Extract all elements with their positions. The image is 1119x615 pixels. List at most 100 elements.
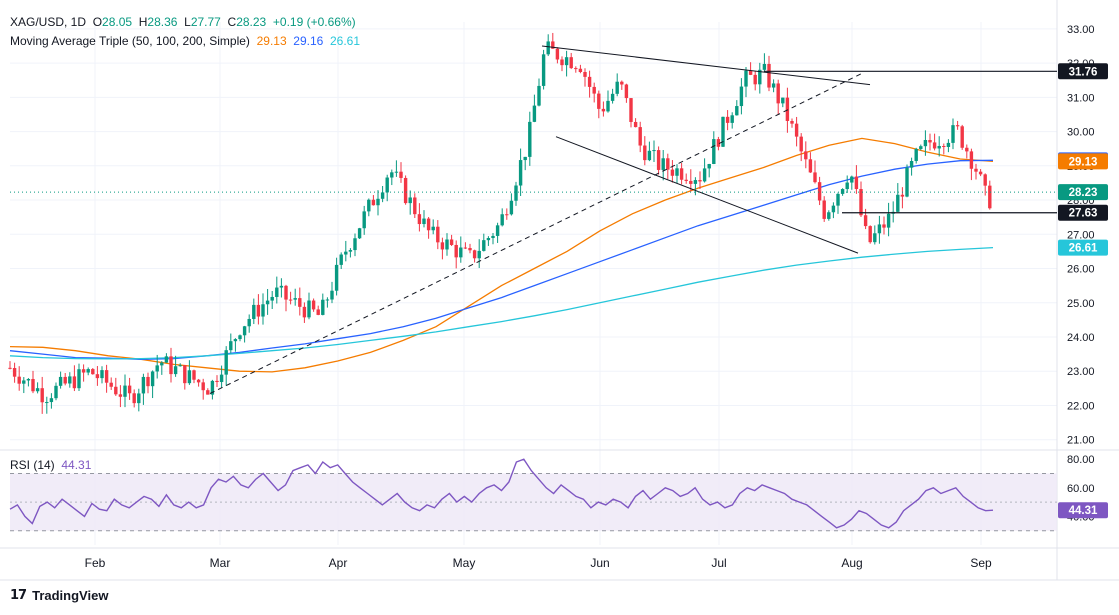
candle-body <box>344 251 348 255</box>
month-tick-label: Jul <box>711 556 726 570</box>
candle-body <box>569 57 573 69</box>
candle-body <box>63 376 67 384</box>
candle-body <box>785 97 790 121</box>
candle-body <box>390 172 394 178</box>
price-axis: 21.0022.0023.0024.0025.0026.0027.0028.00… <box>1058 24 1108 447</box>
candle-body <box>670 169 675 176</box>
candle-body <box>123 385 127 397</box>
candle-body <box>72 376 77 389</box>
candle-body <box>454 244 458 258</box>
candle-body <box>118 394 123 397</box>
candle-body <box>8 367 12 369</box>
candle-body <box>150 371 155 387</box>
candle-body <box>735 106 739 116</box>
candle-body <box>160 362 164 366</box>
rsi-line <box>9 458 994 529</box>
candle-body <box>201 382 205 391</box>
ohlc-header: XAG/USD, 1D O28.05 H28.36 L27.77 C28.23 … <box>10 15 356 29</box>
month-tick-label: Jun <box>590 556 609 570</box>
candle-body <box>311 300 316 310</box>
low-value: 27.77 <box>190 15 221 29</box>
candle-body <box>836 193 840 206</box>
candle-body <box>307 300 311 318</box>
candle-body <box>744 70 748 87</box>
symbol-label[interactable]: XAG/USD, 1D <box>10 15 87 29</box>
candle-body <box>896 194 900 212</box>
candle-body <box>721 116 725 147</box>
candle-body <box>256 304 261 317</box>
moving-average-lines <box>9 137 994 373</box>
rsi-legend[interactable]: RSI (14) 44.31 <box>10 458 91 472</box>
candle-body <box>951 125 955 143</box>
candle-body <box>758 69 762 85</box>
candle-body <box>206 390 210 395</box>
candle-body <box>955 125 960 127</box>
ascending-trendline <box>209 72 863 394</box>
candle-body <box>316 309 320 315</box>
candle-body <box>712 139 716 165</box>
candle-body <box>666 158 670 170</box>
candle-body <box>546 41 550 55</box>
price-tag-bg <box>1058 204 1108 221</box>
price-tick-label: 23.00 <box>1067 366 1095 378</box>
ma-line-sma-100 <box>9 159 994 360</box>
candle-body <box>923 139 928 147</box>
candle-body <box>362 211 366 229</box>
candle-body <box>633 121 638 128</box>
price-tick-label: 31.00 <box>1067 92 1095 104</box>
candle-body <box>661 158 665 170</box>
candle-body <box>643 145 647 161</box>
candle-body <box>288 299 293 301</box>
month-tick-label: Sep <box>970 556 992 570</box>
candle-body <box>137 393 141 404</box>
candle-body <box>440 242 445 250</box>
candle-body <box>104 370 109 383</box>
candle-body <box>35 388 40 392</box>
candle-body <box>620 81 624 85</box>
price-tag: 31.76 <box>1058 63 1108 80</box>
candle-body <box>606 100 610 112</box>
candle-body <box>886 213 891 228</box>
rsi-band <box>10 473 1057 531</box>
ma200-value: 26.61 <box>330 34 361 48</box>
candle-body <box>988 185 992 209</box>
candle-body <box>334 264 339 291</box>
candle-body <box>173 366 178 375</box>
ma-legend[interactable]: Moving Average Triple (50, 100, 200, Sim… <box>10 34 360 48</box>
candle-body <box>560 59 564 66</box>
candle-body <box>100 370 104 379</box>
candle-body <box>380 192 385 199</box>
candle-body <box>183 365 187 384</box>
tradingview-logo[interactable]: 17 TradingView <box>10 588 108 603</box>
close-value: 28.23 <box>236 15 267 29</box>
candle-body <box>942 145 946 147</box>
candle-body <box>693 180 698 184</box>
candle-body <box>26 378 31 381</box>
candle-body <box>357 228 362 239</box>
candle-body <box>68 376 72 384</box>
candle-body <box>422 218 426 225</box>
candle-body <box>679 168 684 180</box>
price-tag-bg <box>1058 184 1108 201</box>
candle-body <box>771 83 776 88</box>
candle-body <box>54 385 58 399</box>
candle-body <box>794 123 799 137</box>
price-tick-label: 33.00 <box>1067 24 1095 36</box>
ma-line-sma-50 <box>9 137 994 373</box>
candle-body <box>431 226 435 231</box>
upper-wedge-line <box>541 45 871 86</box>
candle-body <box>863 215 868 227</box>
candle-body <box>353 238 357 251</box>
candle-body <box>196 379 201 383</box>
candle-body <box>224 350 228 375</box>
candle-body <box>477 250 481 259</box>
price-grid <box>0 0 1119 581</box>
open-value: 28.05 <box>102 15 133 29</box>
candle-body <box>247 318 251 327</box>
candle-body <box>716 139 721 147</box>
candle-body <box>601 108 606 112</box>
candle-body <box>219 374 224 383</box>
candle-body <box>459 247 463 258</box>
